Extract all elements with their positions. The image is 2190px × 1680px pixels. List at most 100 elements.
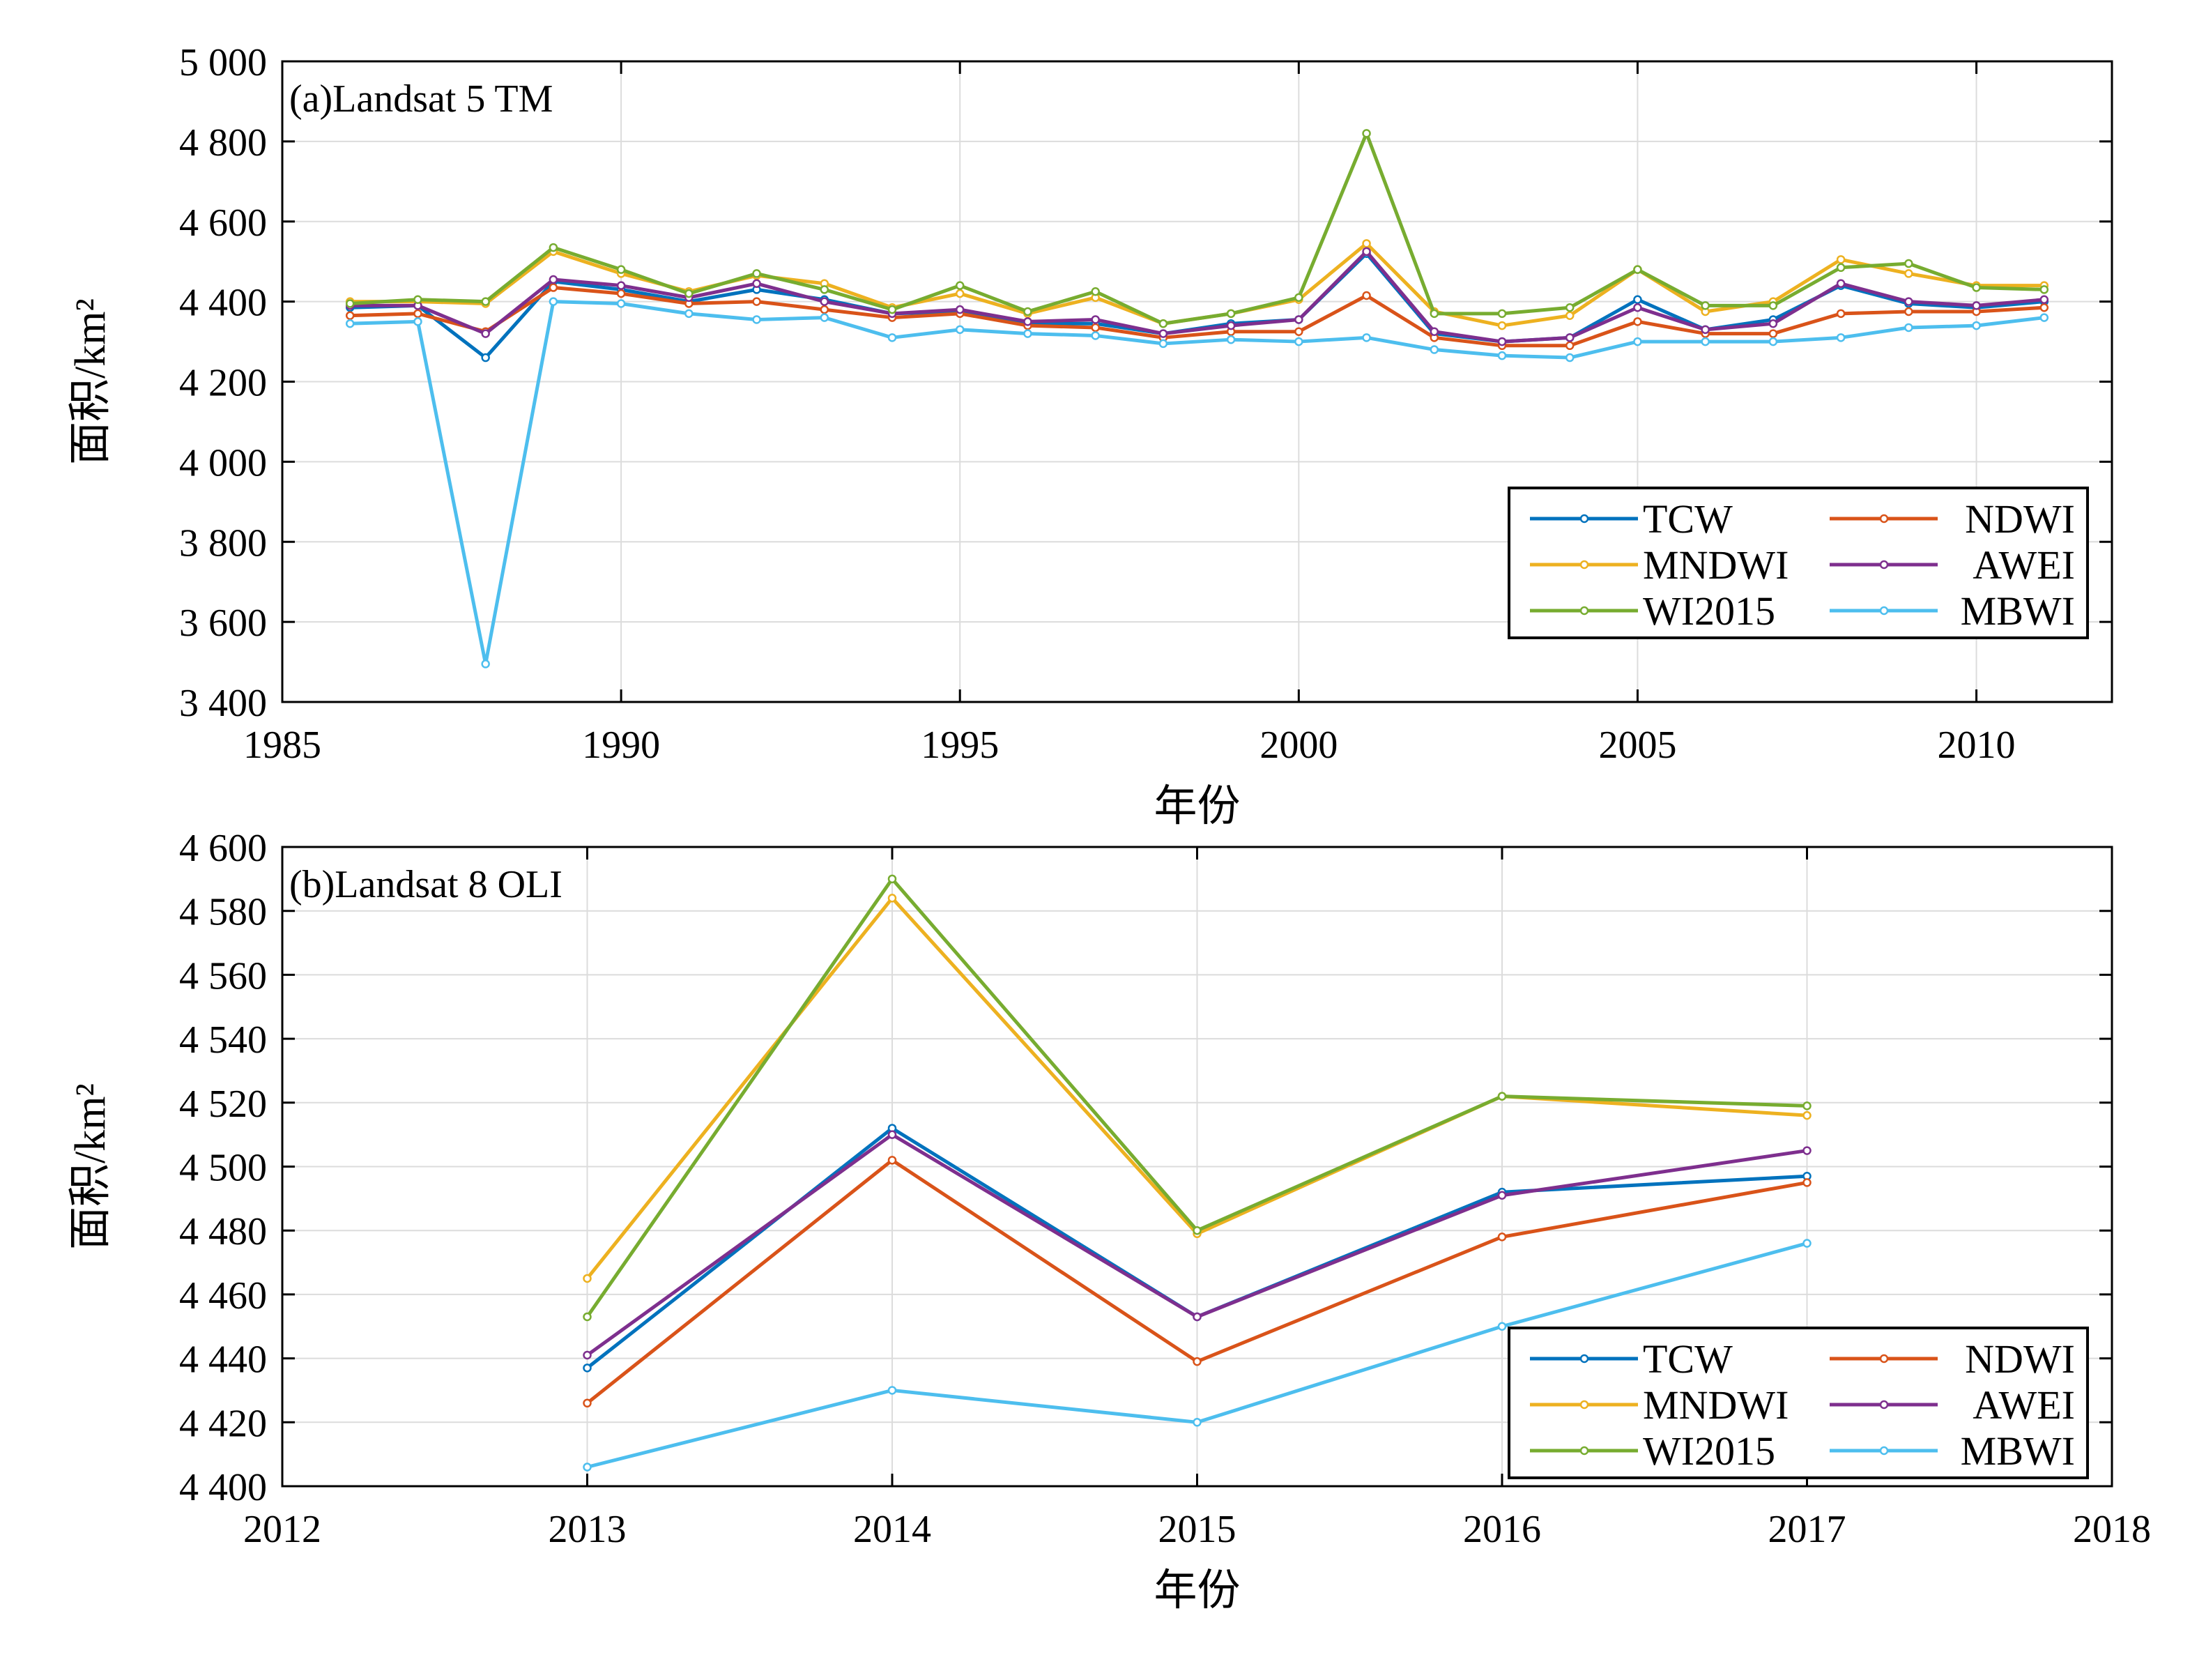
data-point-mbwi xyxy=(1701,337,1710,346)
data-point-awei xyxy=(1023,317,1032,326)
legend-marker-awei xyxy=(1879,1400,1889,1410)
data-point-mbwi xyxy=(1972,321,1981,330)
data-point-wi2015 xyxy=(887,305,897,314)
data-point-mbwi xyxy=(413,317,422,326)
legend-marker-mndwi xyxy=(1579,560,1589,570)
data-point-ndwi xyxy=(887,1156,897,1165)
series-line-wi2015 xyxy=(350,131,2044,326)
data-point-mndwi xyxy=(1565,311,1575,320)
data-point-mbwi xyxy=(1836,333,1846,342)
data-point-mndwi xyxy=(1802,1110,1812,1120)
data-point-ndwi xyxy=(583,1398,592,1408)
legend-label: WI2015 xyxy=(1643,1428,1775,1474)
x-axis-label: 年份 xyxy=(1154,783,1240,830)
data-point-wi2015 xyxy=(955,281,965,290)
legend-marker-ndwi xyxy=(1879,1354,1889,1364)
data-point-awei xyxy=(752,279,761,289)
legend-marker-mbwi xyxy=(1879,606,1889,616)
data-point-mndwi xyxy=(887,894,897,903)
data-point-mndwi xyxy=(1904,269,1913,278)
data-point-mbwi xyxy=(481,659,490,669)
data-point-mbwi xyxy=(1633,337,1642,346)
data-point-wi2015 xyxy=(1023,307,1032,316)
series-group xyxy=(583,874,1812,1472)
panel-a: 1985 1990 1995 2000 2005 2010 3 400 3 600 3 800 4… xyxy=(67,41,2113,830)
data-point-mbwi xyxy=(887,1386,897,1395)
data-point-awei xyxy=(1972,301,1981,310)
data-point-ndwi xyxy=(820,305,829,314)
data-point-mndwi xyxy=(583,1274,592,1283)
data-point-awei xyxy=(481,329,490,338)
legend-label: AWEI xyxy=(1973,1382,2075,1428)
data-point-awei xyxy=(1633,303,1642,312)
data-point-awei xyxy=(1362,247,1371,257)
y-tick-label: 4 000 xyxy=(179,441,267,484)
legend-marker-ndwi xyxy=(1879,514,1889,524)
data-point-mbwi xyxy=(887,333,897,342)
data-point-mbwi xyxy=(752,315,761,324)
x-tick-label: 2014 xyxy=(853,1508,931,1551)
data-point-ndwi xyxy=(1091,323,1100,333)
y-tick-label: 4 460 xyxy=(179,1274,267,1318)
data-point-awei xyxy=(616,281,626,290)
data-point-wi2015 xyxy=(1294,293,1303,303)
x-tick-label: 1985 xyxy=(243,724,321,767)
data-point-tcw xyxy=(583,1364,592,1373)
data-point-mndwi xyxy=(955,289,965,298)
data-point-wi2015 xyxy=(1836,263,1846,273)
x-tick-label: 2005 xyxy=(1598,724,1676,767)
y-axis-label: 面积/km² xyxy=(67,1083,114,1250)
legend-label: WI2015 xyxy=(1643,588,1775,634)
y-tick-label: 4 520 xyxy=(179,1083,267,1126)
x-tick-label: 2013 xyxy=(549,1508,627,1551)
data-point-awei xyxy=(1768,319,1778,328)
y-tick-label: 4 400 xyxy=(179,1466,267,1509)
panel-title: (b)Landsat 8 OLI xyxy=(289,863,562,906)
data-point-wi2015 xyxy=(616,265,626,274)
data-point-mbwi xyxy=(1768,337,1778,346)
series-line-ndwi xyxy=(350,286,2044,348)
data-point-mbwi xyxy=(955,325,965,335)
y-tick-label: 4 800 xyxy=(179,121,267,165)
data-point-awei xyxy=(1802,1146,1812,1155)
data-point-mbwi xyxy=(1158,339,1168,349)
data-point-awei xyxy=(1158,329,1168,338)
legend-label: MNDWI xyxy=(1643,1382,1789,1428)
data-point-mbwi xyxy=(1226,335,1236,344)
data-point-mndwi xyxy=(1362,239,1371,248)
data-point-awei xyxy=(1193,1312,1202,1322)
y-axis-label: 面积/km² xyxy=(67,298,114,465)
data-point-awei xyxy=(1226,321,1236,330)
y-tick-label: 4 580 xyxy=(179,891,267,934)
data-point-wi2015 xyxy=(345,299,355,308)
data-point-ndwi xyxy=(549,283,558,292)
data-point-wi2015 xyxy=(1904,259,1913,268)
legend-marker-awei xyxy=(1879,560,1889,570)
panel-title: (a)Landsat 5 TM xyxy=(289,77,553,121)
data-point-mbwi xyxy=(583,1463,592,1472)
data-point-wi2015 xyxy=(1768,301,1778,310)
data-point-mbwi xyxy=(345,319,355,328)
legend-marker-wi2015 xyxy=(1579,606,1589,616)
y-tick-label: 3 600 xyxy=(179,602,267,645)
data-point-wi2015 xyxy=(583,1312,592,1322)
x-tick-label: 2017 xyxy=(1768,1508,1846,1551)
data-point-mbwi xyxy=(1193,1418,1202,1427)
data-point-ndwi xyxy=(1633,317,1642,326)
y-tick-label: 4 480 xyxy=(179,1210,267,1253)
data-point-wi2015 xyxy=(820,285,829,294)
data-point-awei xyxy=(1497,1191,1507,1200)
x-tick-label: 1995 xyxy=(921,724,999,767)
data-point-ndwi xyxy=(345,311,355,320)
series-group xyxy=(345,129,2049,669)
data-point-awei xyxy=(1430,327,1439,336)
data-point-wi2015 xyxy=(1497,309,1507,319)
data-point-wi2015 xyxy=(1193,1225,1202,1235)
legend-label: NDWI xyxy=(1965,1336,2075,1382)
data-point-wi2015 xyxy=(1565,303,1575,312)
series-line-mbwi xyxy=(350,300,2045,666)
y-tick-label: 3 400 xyxy=(179,682,267,725)
